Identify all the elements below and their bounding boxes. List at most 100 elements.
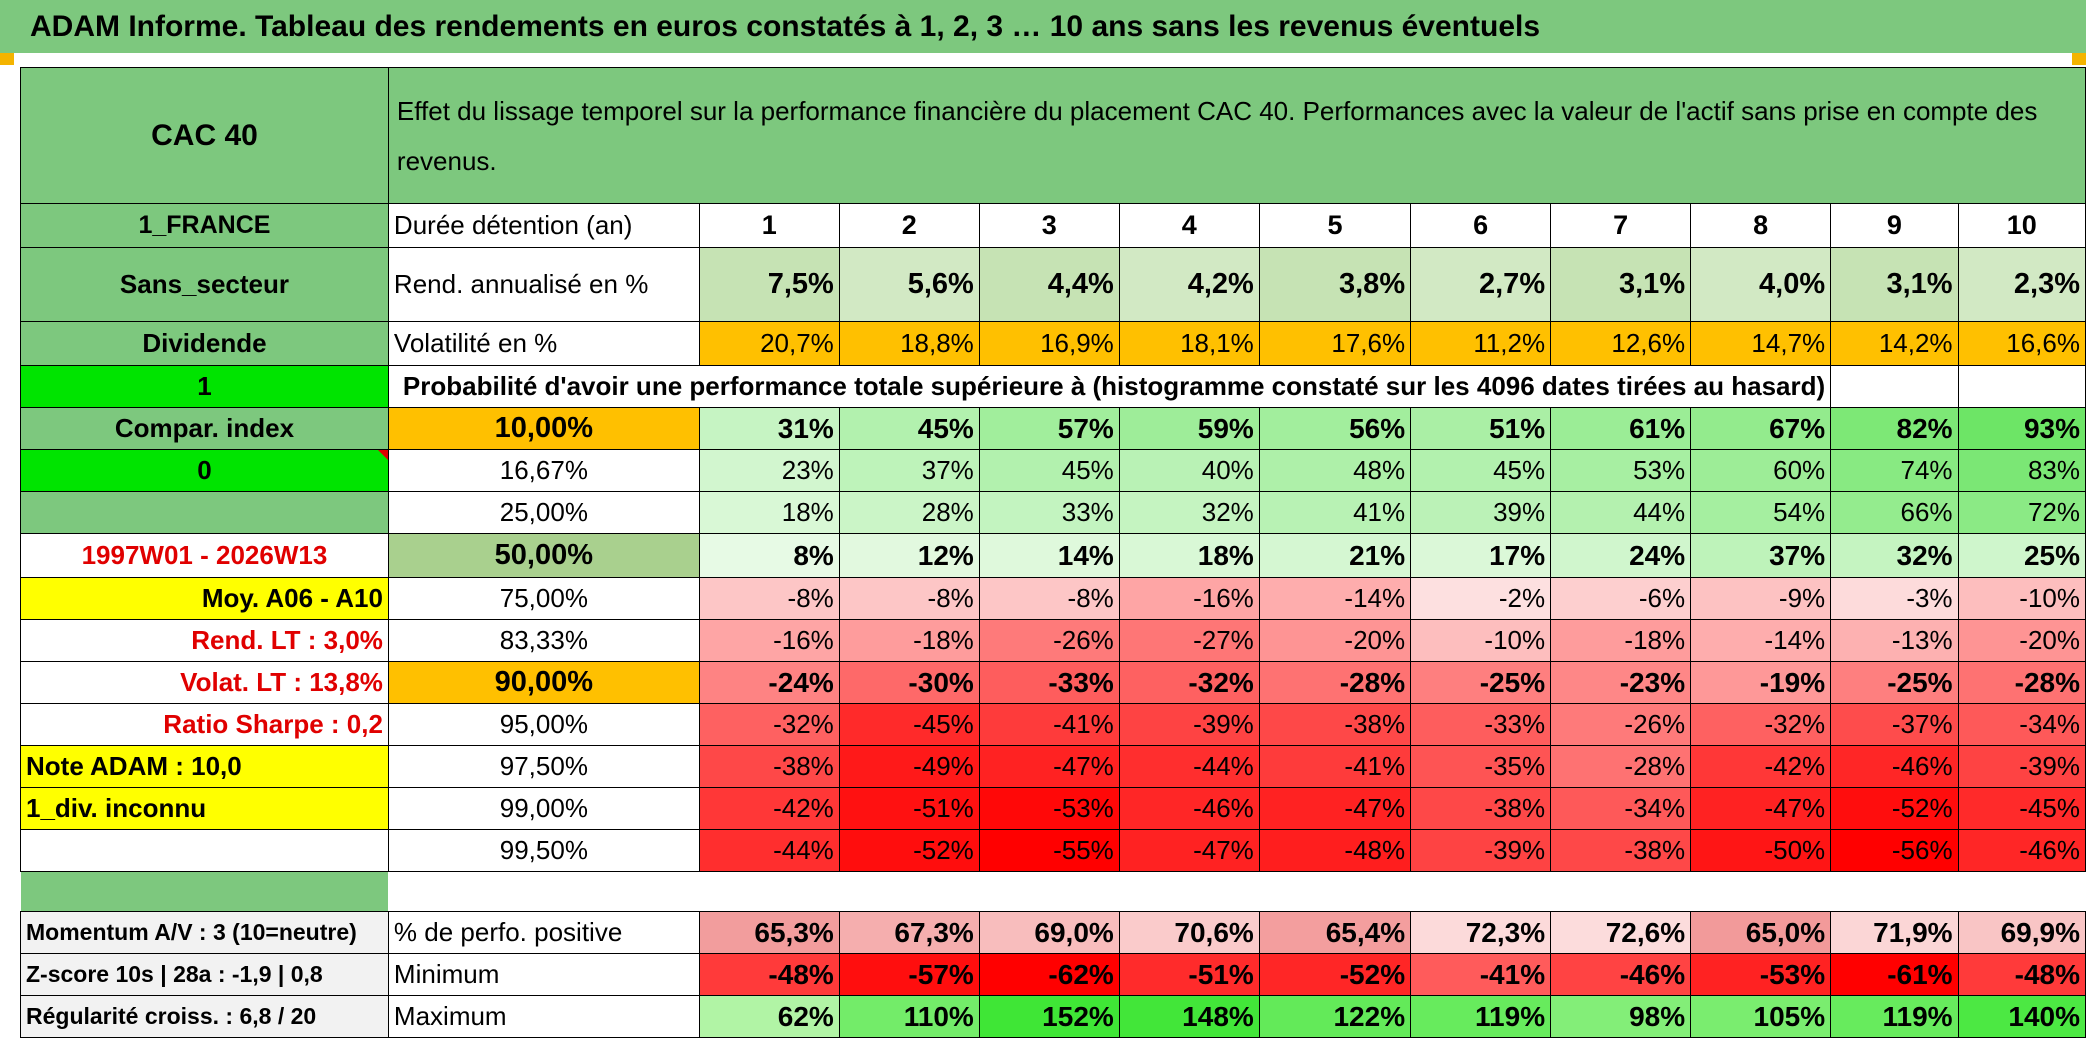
probability-value: -53% — [978, 787, 1120, 830]
probability-value: -45% — [838, 703, 980, 746]
table-row: Régularité croiss. : 6,8 / 20 Maximum 62% 1… — [20, 995, 2086, 1038]
probability-value: -34% — [1550, 787, 1692, 830]
probability-value: 74% — [1830, 449, 1959, 492]
probability-value: -8% — [838, 577, 980, 620]
probability-value: -20% — [1957, 619, 2086, 662]
probability-value: -39% — [1118, 703, 1260, 746]
minimum-value: -52% — [1258, 953, 1412, 996]
rend-value: 5,6% — [838, 247, 980, 322]
average-label: Moy. A06 - A10 — [20, 577, 389, 620]
probability-value: 24% — [1550, 533, 1692, 578]
probability-value: 37% — [1690, 533, 1832, 578]
volatility-value: 16,6% — [1957, 321, 2086, 366]
year-header: 7 — [1550, 203, 1692, 248]
probability-value: -18% — [1550, 619, 1692, 662]
probability-value: 53% — [1550, 449, 1692, 492]
probability-value: -47% — [1690, 787, 1832, 830]
probability-value: -46% — [1957, 829, 2086, 872]
volatility-value: 14,2% — [1830, 321, 1959, 366]
table-row: Moy. A06 - A10 75,00% -8% -8% -8% -16% -14% -2%… — [20, 577, 2086, 620]
table-row: Volat. LT : 13,8% 90,00% -24% -30% -33% -32% -… — [20, 661, 2086, 704]
probability-value: -6% — [1550, 577, 1692, 620]
probability-value: -27% — [1118, 619, 1260, 662]
probability-value: 12% — [838, 533, 980, 578]
period-label: 1997W01 - 2026W13 — [20, 533, 389, 578]
rend-value: 4,2% — [1118, 247, 1260, 322]
positive-value: 65,3% — [698, 911, 840, 954]
threshold-label: 99,00% — [387, 787, 700, 830]
sector-label: Sans_secteur — [20, 247, 389, 322]
probability-value: -42% — [698, 787, 840, 830]
probability-value: -26% — [978, 619, 1120, 662]
probability-value: 45% — [1410, 449, 1552, 492]
adam-score: Note ADAM : 10,0 — [20, 745, 389, 788]
rend-label: Rend. annualisé en % — [387, 247, 700, 322]
duration-label: Durée détention (an) — [387, 203, 700, 248]
country-label: 1_FRANCE — [20, 203, 389, 248]
probability-value: -52% — [1830, 787, 1959, 830]
probability-value: -23% — [1550, 661, 1692, 704]
probability-value: 39% — [1410, 491, 1552, 534]
volatility-value: 11,2% — [1410, 321, 1552, 366]
empty-cell — [1957, 365, 2086, 408]
positive-value: 72,6% — [1550, 911, 1692, 954]
probability-value: 17% — [1410, 533, 1552, 578]
sharpe-ratio: Ratio Sharpe : 0,2 — [20, 703, 389, 746]
probability-value: -56% — [1830, 829, 1959, 872]
probability-value: -8% — [698, 577, 840, 620]
probability-value: 61% — [1550, 407, 1692, 450]
maximum-value: 105% — [1690, 995, 1832, 1038]
maximum-value: 98% — [1550, 995, 1692, 1038]
table-row: Sans_secteur Rend. annualisé en % 7,5% 5,6%… — [20, 247, 2086, 322]
probability-value: 60% — [1690, 449, 1832, 492]
table-row: Compar. index 10,00% 31% 45% 57% 59% 56% 51% 61%… — [20, 407, 2086, 450]
rend-value: 2,3% — [1957, 247, 2086, 322]
probability-value: 51% — [1410, 407, 1552, 450]
probability-value: 54% — [1690, 491, 1832, 534]
volatility-value: 18,1% — [1118, 321, 1260, 366]
probability-value: -19% — [1690, 661, 1832, 704]
index-name: CAC 40 — [20, 67, 389, 204]
volatility-value: 16,9% — [978, 321, 1120, 366]
maximum-value: 140% — [1957, 995, 2086, 1038]
volatility-value: 12,6% — [1550, 321, 1692, 366]
probability-value: 72% — [1957, 491, 2086, 534]
probability-value: -2% — [1410, 577, 1552, 620]
minimum-value: -51% — [1118, 953, 1260, 996]
probability-value: 45% — [978, 449, 1120, 492]
maximum-value: 148% — [1118, 995, 1260, 1038]
probability-value: 40% — [1118, 449, 1260, 492]
table-row — [20, 871, 2086, 912]
threshold-label: 90,00% — [387, 661, 700, 704]
probability-value: -38% — [1258, 703, 1412, 746]
table-row: 1 Probabilité d'avoir une performance tot… — [20, 365, 2086, 408]
minimum-value: -41% — [1410, 953, 1552, 996]
minimum-label: Minimum — [387, 953, 700, 996]
returns-table: CAC 40 Effet du lissage temporel sur la p… — [20, 67, 2086, 1038]
threshold-label: 10,00% — [387, 407, 700, 450]
threshold-label: 16,67% — [387, 449, 700, 492]
table-description: Effet du lissage temporel sur la perform… — [387, 67, 2086, 204]
maximum-value: 119% — [1830, 995, 1959, 1038]
probability-value: 21% — [1258, 533, 1412, 578]
probability-value: -13% — [1830, 619, 1959, 662]
probability-value: 8% — [698, 533, 840, 578]
table-row: Z-score 10s | 28a : -1,9 | 0,8 Minimum -48… — [20, 953, 2086, 996]
probability-value: 28% — [838, 491, 980, 534]
probability-value: -24% — [698, 661, 840, 704]
zscore-label: Z-score 10s | 28a : -1,9 | 0,8 — [20, 953, 389, 996]
probability-value: -28% — [1550, 745, 1692, 788]
probability-value: -47% — [1258, 787, 1412, 830]
rend-value: 2,7% — [1410, 247, 1552, 322]
probability-value: -38% — [1550, 829, 1692, 872]
probability-value: -33% — [1410, 703, 1552, 746]
probability-value: 32% — [1830, 533, 1959, 578]
dividend-label: Dividende — [20, 321, 389, 366]
dividend-info: 1_div. inconnu — [20, 787, 389, 830]
table-row: CAC 40 Effet du lissage temporel sur la p… — [20, 67, 2086, 204]
probability-value: -46% — [1118, 787, 1260, 830]
probability-value: -16% — [698, 619, 840, 662]
corner-marker — [2072, 53, 2086, 65]
probability-value: -45% — [1957, 787, 2086, 830]
table-row: 1_div. inconnu 99,00% -42% -51% -53% -46% -47%… — [20, 787, 2086, 830]
